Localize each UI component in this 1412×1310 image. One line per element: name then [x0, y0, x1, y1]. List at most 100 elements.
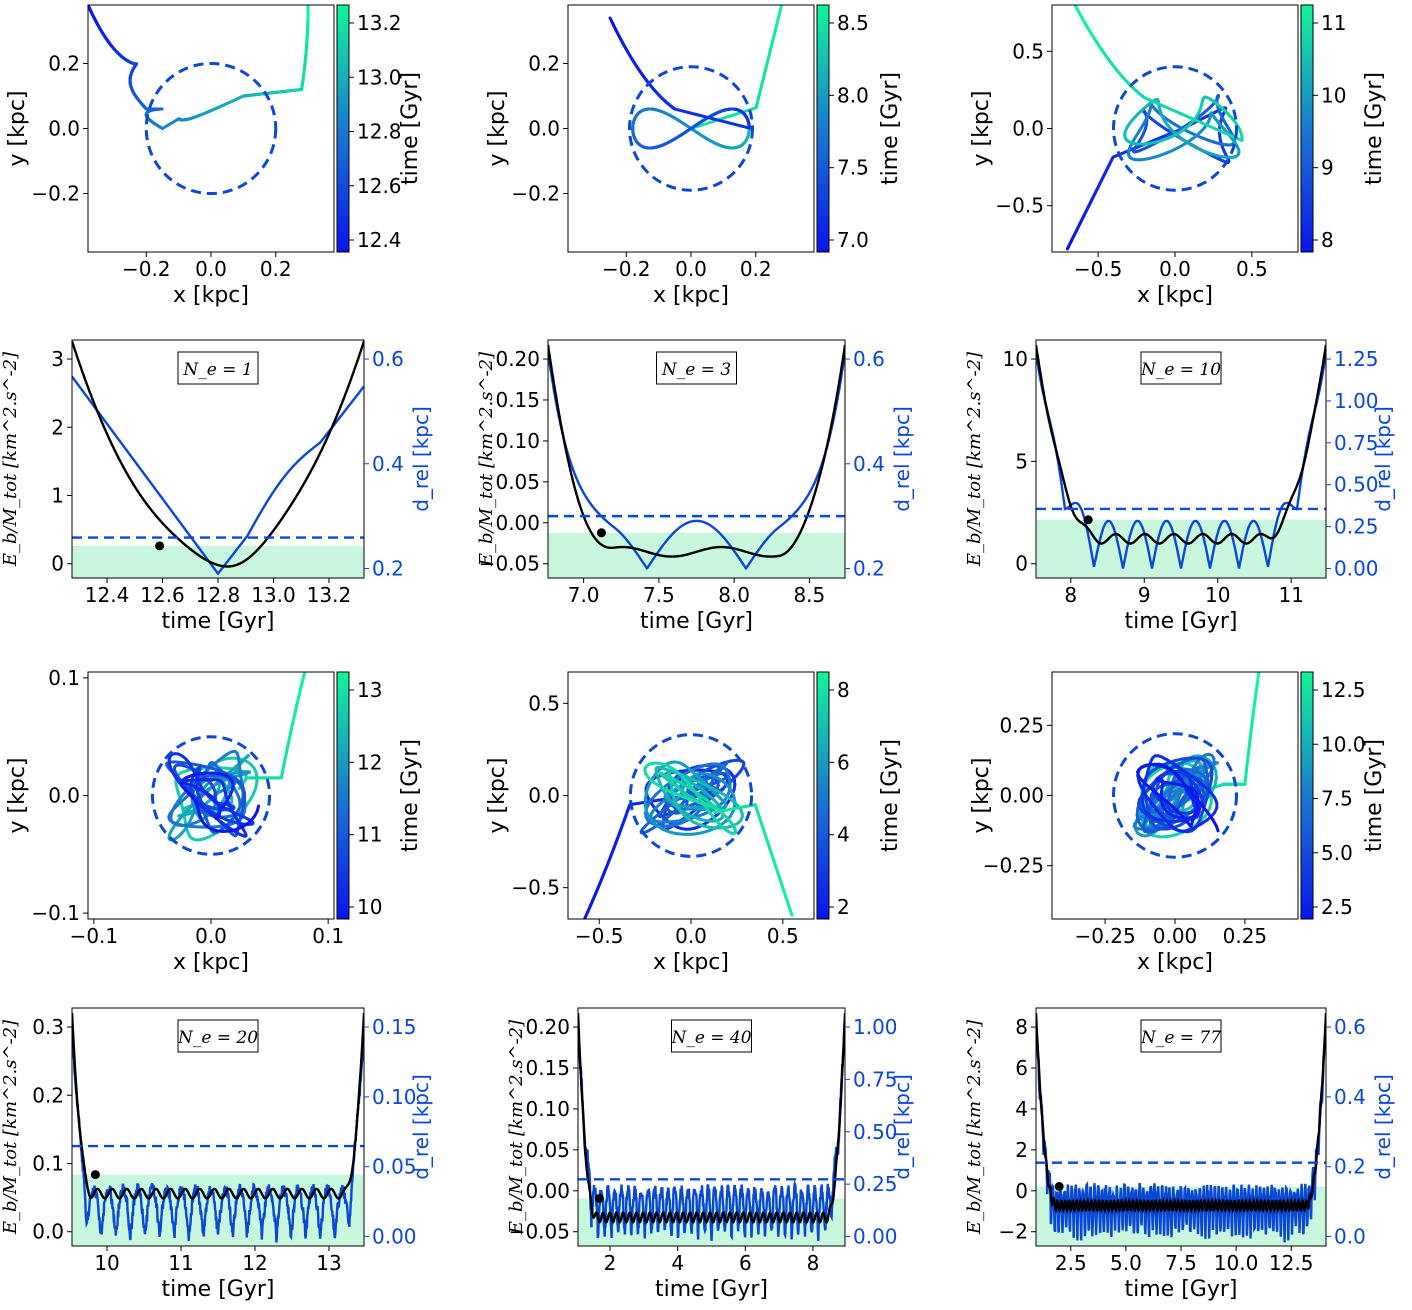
colorbar-tick-label: 8.5	[837, 11, 869, 35]
separation-curve	[548, 351, 845, 570]
y-axis-label: y [kpc]	[485, 91, 510, 167]
ne-label: N_e = 1	[182, 360, 252, 380]
timeseries-panel-B2: 7.0 7.5 8.0 8.5 −0.05 0.00 0.05 0.10 0.15 0.20 0.2…	[476, 339, 914, 634]
capture-marker	[155, 541, 165, 551]
binding-energy-curve	[1036, 344, 1326, 545]
orbit-trajectory	[1132, 672, 1261, 839]
y2-tick-label: 0.6	[853, 347, 885, 371]
colorbar-tick-label: 6	[837, 750, 850, 774]
x-tick-label: 8.5	[793, 583, 825, 607]
y-tick-label: 0.20	[495, 347, 540, 371]
x-tick-label: 7.0	[568, 583, 600, 607]
x-axis-label: time [Gyr]	[162, 609, 275, 634]
y-axis-label: y [kpc]	[485, 758, 510, 834]
capture-marker	[596, 528, 606, 538]
y2-tick-label: 0.00	[1334, 556, 1379, 580]
colorbar-tick-label: 12.4	[357, 228, 402, 252]
y-tick-label: 0.0	[48, 117, 80, 141]
x-tick-label: 0.5	[1236, 257, 1268, 281]
y-tick-label: 0.2	[528, 52, 560, 76]
colorbar-tick-label: 8.0	[837, 83, 869, 107]
y-tick-label: 0.2	[48, 52, 80, 76]
y-tick-label: 0.5	[1012, 39, 1044, 63]
y-tick-label: −0.5	[995, 194, 1044, 218]
y-tick-label: 5	[1015, 449, 1028, 473]
y-tick-label: −0.2	[31, 182, 80, 206]
bound-region	[1036, 519, 1326, 578]
y-tick-label: 3	[51, 347, 64, 371]
colorbar-tick-label: 11	[1321, 11, 1346, 35]
trajectory-segment	[608, 16, 613, 21]
y2-axis-label: d_rel [kpc]	[1371, 406, 1395, 512]
ne-label: N_e = 3	[661, 360, 731, 380]
x-tick-label: 12.4	[85, 583, 130, 607]
y-tick-label: 0.00	[495, 511, 540, 535]
colorbar-tick-label: 12.8	[357, 120, 402, 144]
colorbar-tick-label: 4	[837, 823, 850, 847]
y-axis-label: y [kpc]	[5, 91, 30, 167]
y-tick-label: 0.0	[528, 117, 560, 141]
y-axis-label: y [kpc]	[969, 91, 994, 167]
trajectory-segment	[673, 107, 751, 130]
y-tick-label: 10	[1003, 347, 1028, 371]
y2-axis-label: d_rel [kpc]	[890, 406, 914, 512]
colorbar	[336, 4, 350, 253]
tidal-radius-circle	[628, 65, 754, 192]
y2-tick-label: 0.75	[1334, 431, 1379, 455]
y-tick-label: 0	[1015, 552, 1028, 576]
axes-frame	[1051, 4, 1299, 253]
binding-energy-curve	[72, 340, 364, 568]
y-axis-label: E_b/M_tot [km^2.s^-2]	[964, 351, 985, 567]
y2-tick-label: 0.4	[372, 452, 404, 476]
x-tick-label: 9	[1138, 583, 1151, 607]
colorbar-label: time [Gyr]	[878, 72, 903, 185]
y2-tick-label: 0.2	[372, 556, 404, 580]
colorbar-tick-label: 7.5	[837, 156, 869, 180]
colorbar-label: time [Gyr]	[398, 72, 423, 185]
tidal-radius-circle	[144, 62, 278, 195]
capture-marker	[1083, 515, 1093, 525]
x-axis-label: x [kpc]	[653, 283, 729, 308]
x-tick-label: −0.2	[602, 257, 651, 281]
y-tick-label: −0.5	[511, 876, 560, 900]
x-tick-label: 13.0	[251, 583, 296, 607]
y2-tick-label: 0.50	[1334, 473, 1379, 497]
colorbar-tick-label: 7.0	[837, 228, 869, 252]
orbit-trajectory	[608, 5, 784, 150]
x-tick-label: 0.0	[675, 924, 707, 948]
colorbar-label: time [Gyr]	[1362, 72, 1387, 185]
orbit-panel-A3: −0.1 0.0 0.1 −0.1 0.0 0.1 x [kpc] y [kpc] 10 11 12…	[5, 666, 423, 975]
ne-label-box	[656, 351, 737, 385]
colorbar-tick-label: 12.6	[357, 174, 402, 198]
tidal-radius-circle	[150, 735, 272, 856]
separation-curve	[72, 375, 364, 576]
y-tick-label: 0.0	[1012, 117, 1044, 141]
x-tick-label: 0.5	[767, 924, 799, 948]
x-axis-label: x [kpc]	[173, 950, 249, 975]
x-tick-label: 0.0	[1159, 257, 1191, 281]
y-tick-label: 0.15	[495, 388, 540, 412]
trajectory-segment	[1142, 96, 1244, 142]
y-tick-label: 0.1	[48, 666, 80, 690]
colorbar-tick-label: 9	[1321, 156, 1334, 180]
y2-tick-label: 0.25	[1334, 515, 1379, 539]
orbit-trajectory	[1065, 5, 1244, 251]
x-axis-label: x [kpc]	[653, 950, 729, 975]
x-tick-label: 11	[1278, 583, 1303, 607]
x-tick-label: 0.1	[312, 924, 344, 948]
y-tick-label: −0.2	[511, 182, 560, 206]
x-axis-label: x [kpc]	[1137, 283, 1213, 308]
trajectory-segment	[713, 803, 757, 814]
binding-energy-curve	[548, 344, 845, 558]
axes-frame	[547, 339, 846, 579]
colorbar	[336, 671, 350, 920]
y-tick-label: −0.1	[31, 901, 80, 925]
orbit-trajectory	[583, 758, 794, 919]
orbit-panel-C3: −0.25 0.00 0.25−0.250.000.25x [kpc]y [kpc]…	[969, 671, 1387, 975]
colorbar	[816, 671, 830, 920]
y-tick-label: 0.0	[48, 784, 80, 808]
x-tick-label: 12.8	[196, 583, 241, 607]
orbit-panel-C1: −0.5 0.0 0.5 −0.5 0.0 0.5 x [kpc] y [kpc] 8 9 10 11…	[969, 4, 1387, 308]
orbit-trajectory	[165, 672, 307, 842]
